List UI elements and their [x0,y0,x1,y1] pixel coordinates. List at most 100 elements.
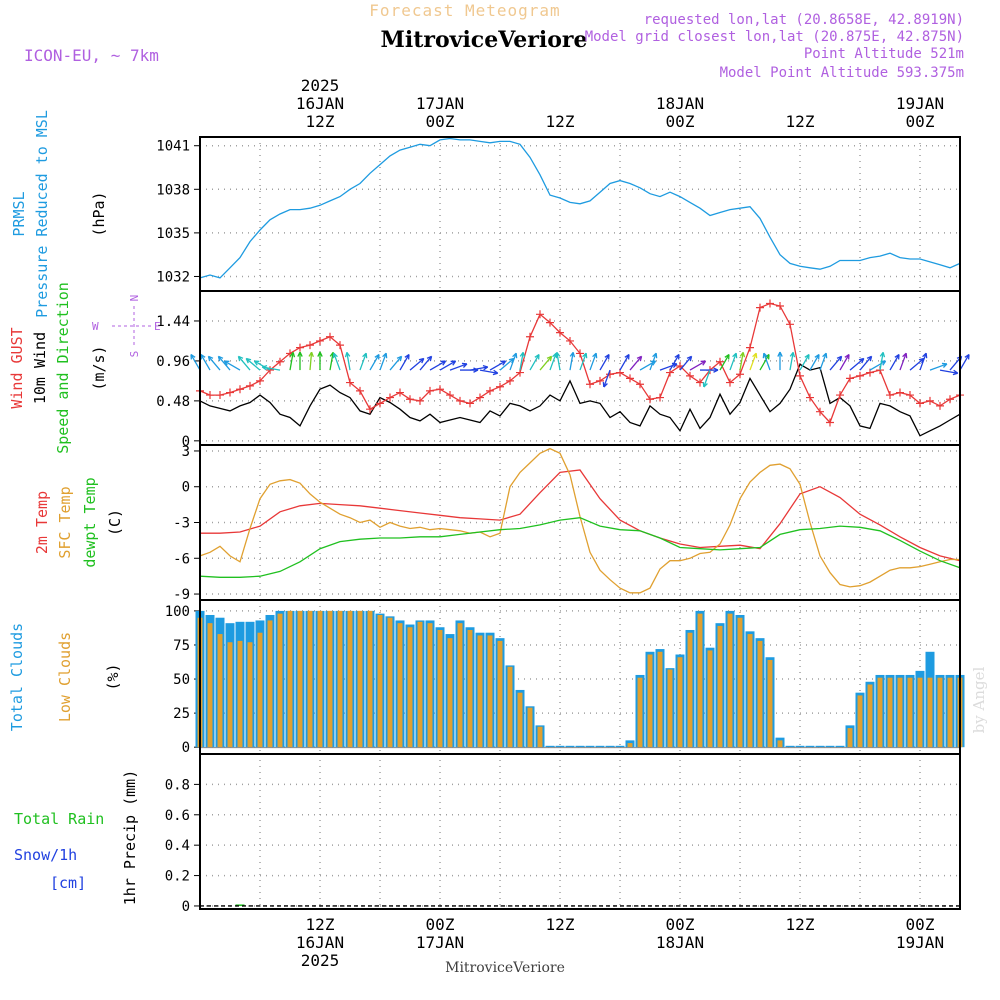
y-tick-label: 100 [165,604,190,620]
bar [527,707,533,748]
wind-arrow [449,363,468,371]
side-label: dewpt Temp [81,477,99,567]
gust-marker [846,374,854,383]
bar [227,642,233,748]
bar [927,677,933,748]
wind-arrow [569,352,574,371]
y-tick-label: 3 [182,444,190,460]
wind-arrow-head [952,369,959,376]
bar [247,642,253,748]
wind-arrow-head [492,369,499,376]
wind-arrow [359,352,367,371]
gust-marker [276,357,284,366]
gust-marker [626,374,634,383]
wind-arrow-head [245,357,252,364]
side-label: Speed and Direction [54,282,72,454]
bar [277,613,283,748]
side-label: [cm] [50,874,86,892]
wind-arrow [629,355,643,371]
series-line [199,137,961,279]
time-label-bottom: 00Z [906,915,935,934]
wind-arrow [369,354,380,371]
bar [367,610,373,748]
wind-arrow-head [866,355,873,362]
gust-marker [776,301,784,310]
gust-marker [446,391,454,400]
y-tick-label: 0 [182,740,190,756]
compass-e: E [154,320,161,333]
gust-marker [306,341,314,350]
gust-marker [696,378,704,387]
wind-arrow-head [450,360,457,366]
wind-arrow [519,352,524,371]
wind-arrow [556,352,561,371]
gust-marker [926,396,934,405]
gust-marker [226,388,234,397]
bar [947,677,953,748]
time-label-bottom: 00Z [666,915,695,934]
wind-arrow [439,360,456,371]
bar [237,640,243,748]
gust-marker [536,310,544,319]
bar [737,617,743,748]
gust-marker [836,391,844,400]
y-tick-label: -3 [173,516,190,532]
wind-arrow-head [879,351,886,358]
y-tick-label: 0 [182,899,190,915]
gust-marker [336,341,344,350]
bar [627,743,633,748]
gust-marker [396,388,404,397]
panel-frame [199,136,961,292]
bar [307,610,313,748]
gust-marker [506,376,514,385]
model-grid-location: Model grid closest lon,lat (20.875E, 42.… [585,29,964,45]
wind-arrow-head [752,352,758,359]
y-tick-label: 0.96 [156,354,190,370]
bar [437,629,443,748]
bar [377,614,383,748]
wind-arrow-head [223,360,230,366]
wind-arrow [829,355,843,371]
bar [347,610,353,748]
time-label-bottom: 18JAN [656,933,704,952]
wind-arrow [429,360,446,371]
bar [407,627,413,748]
series-line [199,363,961,437]
bar [805,745,815,748]
wind-arrow-head [732,352,738,359]
panel-wind: 0 0.48 0.96 1.44 Wind GUST 10m Wind Speed and … [8,282,970,454]
gust-marker [296,343,304,352]
panel-frame [199,290,961,446]
gust-marker [586,380,594,389]
time-label-top: 16JAN [296,94,344,113]
bar [697,613,703,748]
wind-arrow [739,352,744,371]
bar [785,745,795,748]
wind-arrow [309,352,313,371]
time-label-top: 00Z [426,112,455,131]
wind-arrow-head [461,362,468,368]
bar [427,623,433,748]
y-tick-label: 1038 [156,182,190,198]
bar [867,684,873,748]
bar [207,623,213,748]
gust-marker [546,318,554,327]
wind-arrow-head [700,360,707,366]
wind-arrow-head [396,355,403,362]
wind-arrow [879,352,884,371]
wind-arrow-head [624,353,630,360]
wind-arrow-head [604,353,610,360]
wind-arrow [899,352,907,371]
model-point-altitude: Model Point Altitude 593.375m [720,65,964,81]
compass-n: N [128,295,141,302]
gust-marker [416,396,424,405]
wind-arrow-head [894,353,900,360]
bar [897,677,903,748]
gust-marker [236,385,244,394]
side-label: Wind GUST [8,327,26,408]
wind-arrow-head [713,367,719,373]
wind-arrow-head [418,357,425,364]
side-label: 1hr Precip (mm) [121,770,139,905]
gust-marker [916,399,924,408]
gust-marker [796,371,804,380]
